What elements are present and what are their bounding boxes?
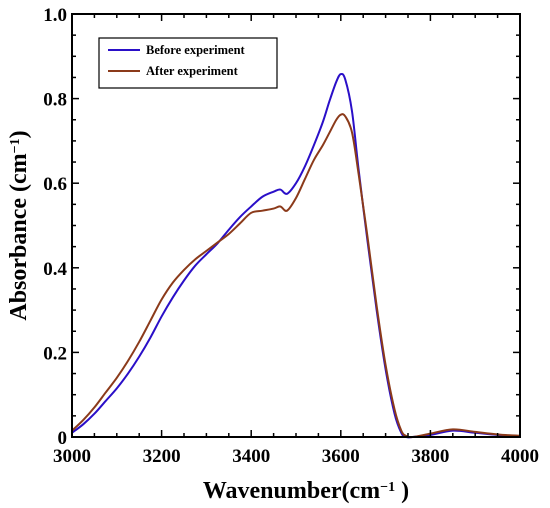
plot-lines xyxy=(71,72,521,439)
y-axis-title: Absorbance (cm−1) xyxy=(6,130,32,320)
x-tick-label: 3400 xyxy=(232,446,270,467)
legend-label-before: Before experiment xyxy=(146,43,246,57)
y-tick-label: 0.8 xyxy=(43,90,67,111)
series-line-after xyxy=(71,113,521,439)
axis-ticks xyxy=(71,13,521,438)
legend-label-after: After experiment xyxy=(146,64,239,78)
y-tick-label: 0.4 xyxy=(43,259,67,280)
x-tick-label: 3200 xyxy=(143,446,181,467)
y-tick-label: 0 xyxy=(58,428,68,449)
x-axis-title: Wavenumber(cm−1 ) xyxy=(203,478,409,504)
series-line-before xyxy=(71,72,521,439)
y-tick-label: 0.2 xyxy=(43,343,67,364)
y-tick-label: 1.0 xyxy=(43,5,67,26)
axis-tick-labels: 3000 3200 3400 3600 3800 4000 0 0.2 0.4 0.6 0.8 1.0 xyxy=(43,5,539,467)
x-tick-label: 4000 xyxy=(501,446,539,467)
x-tick-label: 3000 xyxy=(53,446,91,467)
legend-box xyxy=(98,37,278,89)
x-tick-label: 3800 xyxy=(411,446,449,467)
y-tick-label: 0.6 xyxy=(43,174,67,195)
x-tick-label: 3600 xyxy=(322,446,360,467)
legend: Before experiment After experiment xyxy=(98,37,278,89)
